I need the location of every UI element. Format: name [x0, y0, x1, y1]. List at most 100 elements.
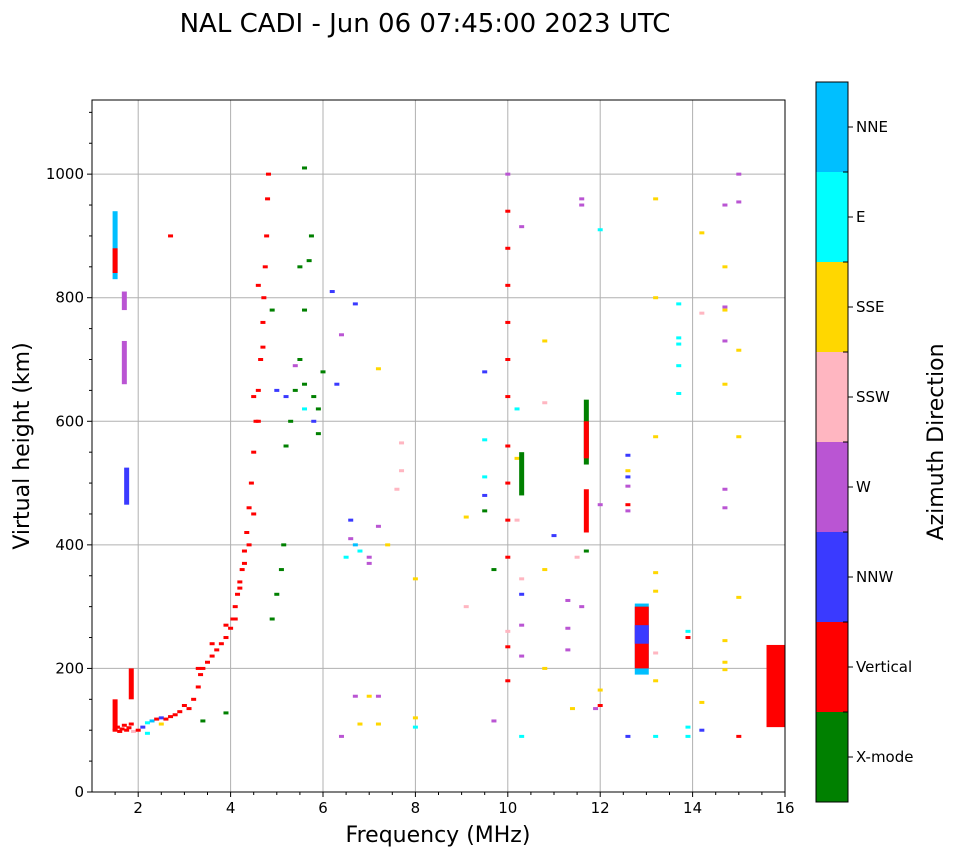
colorbar-tick-label: NNW	[856, 568, 893, 586]
data-point	[375, 694, 381, 698]
data-point	[736, 734, 742, 738]
x-tick-label: 2	[133, 799, 143, 817]
data-point	[357, 549, 363, 553]
data-segment	[112, 248, 118, 273]
data-point	[218, 642, 224, 646]
data-point	[514, 407, 520, 411]
data-point	[653, 571, 659, 575]
data-point	[394, 487, 400, 491]
data-point	[311, 395, 317, 399]
data-point	[128, 722, 134, 726]
data-point	[505, 358, 511, 361]
data-point	[385, 543, 391, 547]
data-point	[625, 484, 631, 488]
data-point	[653, 589, 659, 593]
data-point	[265, 197, 271, 201]
data-point	[264, 234, 270, 238]
y-tick-label: 800	[55, 289, 84, 307]
data-point	[246, 506, 252, 510]
data-point	[491, 719, 497, 723]
data-point	[251, 512, 257, 516]
colorbar-tick-label: SSW	[856, 388, 890, 406]
data-point	[260, 345, 266, 349]
x-tick-label: 12	[591, 799, 610, 817]
data-point	[269, 617, 275, 621]
data-point	[228, 626, 234, 630]
data-point	[200, 666, 206, 670]
y-tick-label: 200	[55, 659, 84, 677]
data-segment	[112, 211, 118, 280]
data-point	[302, 166, 308, 170]
x-tick-label: 8	[411, 799, 421, 817]
data-point	[144, 721, 150, 725]
colorbar-tick-label: W	[856, 478, 871, 496]
data-point	[579, 203, 585, 207]
data-point	[177, 710, 183, 714]
data-point	[292, 388, 298, 392]
colorbar-segment	[816, 352, 848, 442]
data-segment	[519, 452, 525, 496]
data-segment	[121, 340, 127, 385]
data-point	[542, 568, 548, 572]
data-point	[251, 450, 257, 454]
data-point	[375, 367, 381, 371]
data-point	[722, 660, 728, 664]
y-tick-label: 400	[55, 536, 84, 554]
data-point	[237, 580, 243, 584]
colorbar-tick-label: E	[856, 208, 865, 226]
data-point	[357, 722, 363, 726]
data-point	[281, 543, 287, 547]
data-point	[366, 561, 372, 565]
data-point	[685, 725, 691, 729]
data-point	[625, 469, 631, 473]
data-point	[505, 320, 511, 324]
data-point	[261, 296, 267, 300]
data-point	[505, 444, 511, 448]
data-point	[412, 577, 418, 581]
data-point	[352, 302, 358, 306]
data-point	[375, 722, 381, 726]
data-point	[223, 636, 229, 640]
data-point	[505, 209, 511, 213]
data-point	[699, 728, 705, 732]
data-point	[223, 623, 229, 627]
colorbar-segment	[816, 172, 848, 262]
data-point	[311, 419, 317, 423]
data-point	[505, 629, 511, 633]
data-point	[722, 639, 728, 643]
data-point	[140, 725, 146, 729]
data-point	[255, 283, 261, 287]
data-point	[302, 382, 308, 386]
data-point	[241, 561, 247, 565]
data-point	[119, 727, 125, 731]
data-point	[597, 503, 603, 507]
data-point	[200, 719, 206, 723]
data-point	[306, 259, 312, 263]
colorbar-tick-label: X-mode	[856, 748, 913, 766]
data-point	[338, 333, 344, 337]
data-point	[482, 509, 488, 513]
data-point	[198, 673, 204, 677]
data-point	[551, 534, 557, 538]
colorbar-tick-label: Vertical	[856, 658, 912, 676]
data-point	[283, 444, 289, 448]
data-point	[685, 629, 691, 633]
data-point	[565, 626, 571, 630]
data-point	[722, 265, 728, 269]
data-point	[214, 648, 220, 652]
data-point	[505, 172, 511, 176]
data-point	[482, 493, 488, 497]
data-point	[565, 598, 571, 602]
x-tick-label: 16	[775, 799, 794, 817]
data-point	[653, 197, 659, 201]
data-point	[542, 401, 548, 405]
data-point	[124, 728, 130, 732]
data-point	[514, 456, 520, 460]
data-point	[463, 605, 469, 609]
data-point	[625, 453, 631, 457]
data-point	[191, 697, 197, 701]
data-point	[593, 707, 599, 711]
data-point	[338, 734, 344, 738]
data-point	[131, 729, 137, 733]
data-point	[565, 648, 571, 652]
